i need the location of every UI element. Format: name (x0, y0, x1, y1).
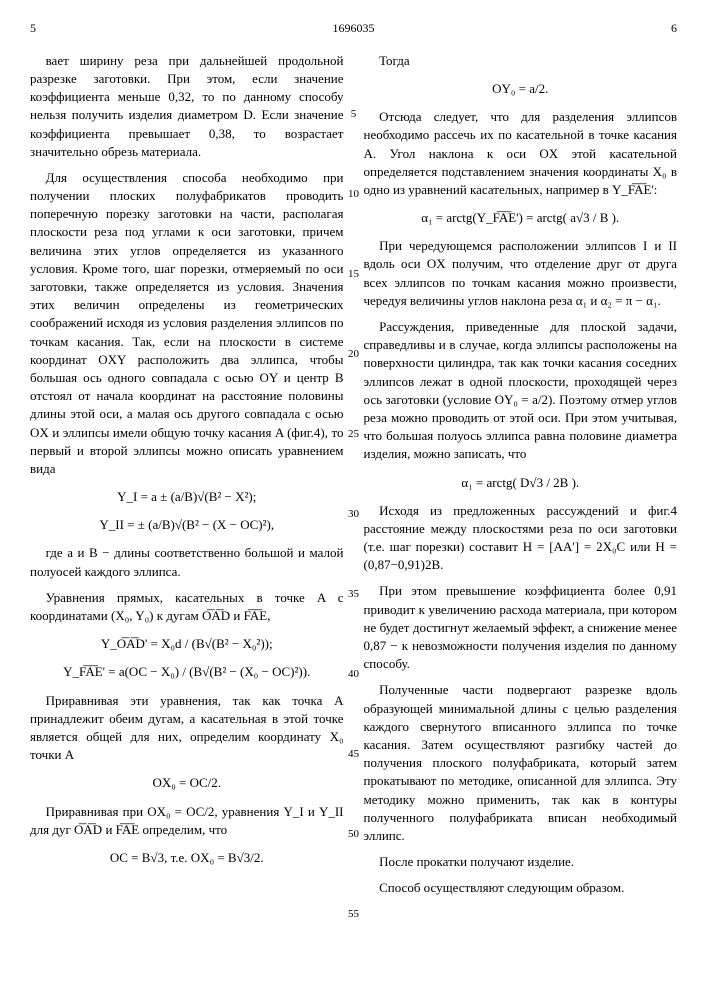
line-number: 50 (344, 827, 364, 842)
formula: OX₀ = OC/2. (30, 774, 344, 792)
line-number: 30 (344, 507, 364, 522)
paragraph: При чередующемся расположении эллипсов I… (364, 237, 678, 310)
paragraph: Для осуществления способа необходимо при… (30, 169, 344, 478)
content-area: 5 10 15 20 25 30 35 40 45 50 55 вает шир… (30, 52, 677, 906)
formula: OY₀ = a/2. (364, 80, 678, 98)
paragraph: Приравнивая эти уравнения, так как точка… (30, 692, 344, 765)
paragraph: вает ширину реза при дальнейшей продольн… (30, 52, 344, 161)
line-number: 45 (344, 747, 364, 762)
paragraph: Рассуждения, приведенные для плоской зад… (364, 318, 678, 464)
line-number: 5 (344, 107, 364, 122)
left-column: вает ширину реза при дальнейшей продольн… (30, 52, 344, 906)
line-number: 25 (344, 427, 364, 442)
formula: α₁ = arctg( D√3 / 2B ). (364, 474, 678, 492)
paragraph: Отсюда следует, что для разделения эллип… (364, 108, 678, 199)
line-number: 35 (344, 587, 364, 602)
document-number: 1696035 (36, 20, 671, 37)
formula: Y_O͞A͞D' = X₀d / (B√(B² − X₀²)); (30, 635, 344, 653)
line-number: 10 (344, 187, 364, 202)
line-number: 20 (344, 347, 364, 362)
paragraph: При этом превышение коэффициента более 0… (364, 582, 678, 673)
line-number: 15 (344, 267, 364, 282)
paragraph: где a и B − длины соответственно большой… (30, 544, 344, 580)
formula: α₁ = arctg(Y_F͞A͞E') = arctg( a√3 / B ). (364, 209, 678, 227)
line-number: 55 (344, 907, 364, 922)
two-column-layout: вает ширину реза при дальнейшей продольн… (30, 52, 677, 906)
paragraph: После прокатки получают изделие. (364, 853, 678, 871)
page-number-right: 6 (671, 20, 677, 37)
paragraph: Полученные части подвергают разрезке вдо… (364, 681, 678, 845)
paragraph: Исходя из предложенных рассуждений и фиг… (364, 502, 678, 575)
paragraph: Приравнивая при OX₀ = OC/2, уравнения Y_… (30, 803, 344, 839)
formula: OC = B√3, т.е. OX₀ = B√3/2. (30, 849, 344, 867)
paragraph: Тогда (364, 52, 678, 70)
formula: Y_II = ± (a/B)√(B² − (X − OC)²), (30, 516, 344, 534)
paragraph: Уравнения прямых, касательных в точке A … (30, 589, 344, 625)
line-number: 40 (344, 667, 364, 682)
formula: Y_I = a ± (a/B)√(B² − X²); (30, 488, 344, 506)
page-header: 5 1696035 6 (30, 20, 677, 37)
formula: Y_F͞A͞E' = a(OC − X₀) / (B√(B² − (X₀ − O… (30, 663, 344, 681)
paragraph: Способ осуществляют следующим образом. (364, 879, 678, 897)
right-column: Тогда OY₀ = a/2. Отсюда следует, что для… (364, 52, 678, 906)
